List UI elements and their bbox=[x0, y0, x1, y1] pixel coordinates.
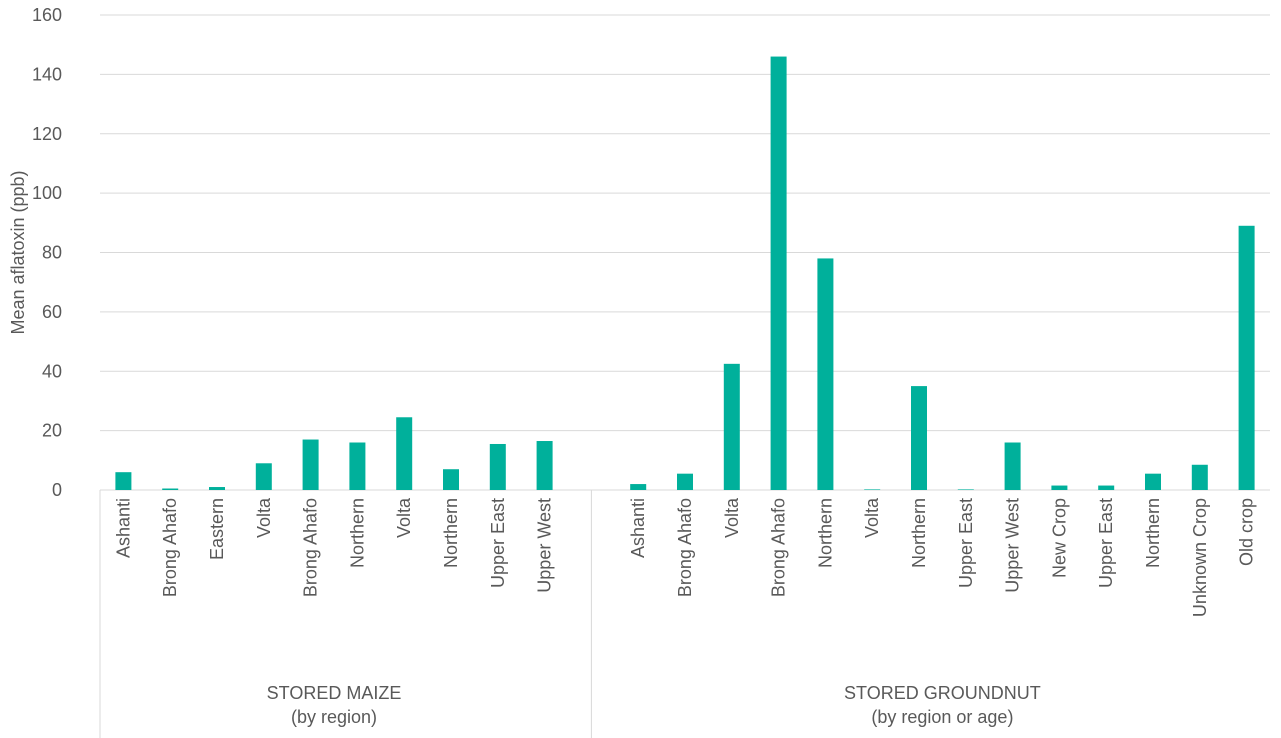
bar bbox=[817, 258, 834, 490]
x-category-label: Brong Ahafo bbox=[675, 498, 695, 597]
bar bbox=[1098, 485, 1115, 490]
x-category-label: Volta bbox=[862, 497, 882, 538]
y-tick-label: 60 bbox=[42, 302, 62, 322]
bar bbox=[115, 472, 132, 490]
x-axis-category-labels: Ashanti Brong Ahafo Eastern Volta Brong Ahaf… bbox=[113, 497, 1256, 617]
bar bbox=[770, 56, 787, 490]
x-category-label: Brong Ahafo bbox=[769, 498, 789, 597]
gridlines bbox=[100, 14, 1270, 491]
bar bbox=[723, 363, 740, 490]
x-category-label: Upper East bbox=[488, 498, 508, 588]
y-tick-label: 120 bbox=[32, 124, 62, 144]
x-category-label: Volta bbox=[254, 497, 274, 538]
bar bbox=[1004, 442, 1021, 490]
bar bbox=[1238, 225, 1255, 490]
bar bbox=[630, 484, 647, 490]
y-tick-label: 100 bbox=[32, 183, 62, 203]
x-category-label: Ashanti bbox=[628, 498, 648, 558]
x-category-label: Northern bbox=[347, 498, 367, 568]
y-tick-label: 40 bbox=[42, 361, 62, 381]
bar bbox=[396, 417, 413, 490]
x-category-label: Northern bbox=[815, 498, 835, 568]
x-category-label: Northern bbox=[909, 498, 929, 568]
group-separators bbox=[99, 490, 592, 738]
x-category-label: Upper West bbox=[535, 498, 555, 593]
x-category-label: Volta bbox=[722, 497, 742, 538]
x-category-label: New Crop bbox=[1049, 498, 1069, 578]
y-axis-title: Mean aflatoxin (ppb) bbox=[8, 170, 28, 334]
x-category-label: Upper East bbox=[956, 498, 976, 588]
x-category-label: Upper West bbox=[1003, 498, 1023, 593]
bar bbox=[209, 487, 225, 490]
y-tick-label: 20 bbox=[42, 421, 62, 441]
bar bbox=[911, 386, 927, 490]
x-category-label: Old crop bbox=[1237, 498, 1257, 566]
x-category-label: Unknown Crop bbox=[1190, 498, 1210, 617]
y-tick-label: 160 bbox=[32, 5, 62, 25]
group-label-line2: (by region) bbox=[291, 707, 377, 727]
group-labels: STORED MAIZE (by region) STORED GROUNDNUT (… bbox=[267, 683, 1041, 727]
x-category-label: Brong Ahafo bbox=[301, 498, 321, 597]
bar bbox=[864, 489, 881, 490]
bar bbox=[536, 441, 553, 490]
bar bbox=[1145, 473, 1161, 490]
y-tick-label: 140 bbox=[32, 64, 62, 84]
x-category-label: Ashanti bbox=[113, 498, 133, 558]
bar bbox=[677, 473, 693, 490]
bar bbox=[489, 443, 506, 490]
bar bbox=[1191, 464, 1208, 490]
group-label-line1: STORED MAIZE bbox=[267, 683, 402, 703]
x-category-label: Volta bbox=[394, 497, 414, 538]
bar bbox=[443, 469, 459, 490]
x-category-label: Northern bbox=[1143, 498, 1163, 568]
bar bbox=[162, 488, 179, 490]
bar bbox=[1051, 485, 1068, 490]
x-category-label: Northern bbox=[441, 498, 461, 568]
bars bbox=[115, 56, 1255, 490]
y-axis-ticks: 0 20 40 60 80 100 120 140 160 bbox=[32, 5, 62, 500]
bar bbox=[255, 463, 272, 490]
y-tick-label: 0 bbox=[52, 480, 62, 500]
bar bbox=[302, 439, 319, 490]
bar bbox=[349, 442, 366, 490]
y-tick-label: 80 bbox=[42, 243, 62, 263]
x-category-label: Eastern bbox=[207, 498, 227, 560]
group-label-line1: STORED GROUNDNUT bbox=[844, 683, 1041, 703]
x-category-label: Upper East bbox=[1096, 498, 1116, 588]
bar bbox=[957, 489, 974, 490]
group-label-line2: (by region or age) bbox=[871, 707, 1013, 727]
x-category-label: Brong Ahafo bbox=[160, 498, 180, 597]
